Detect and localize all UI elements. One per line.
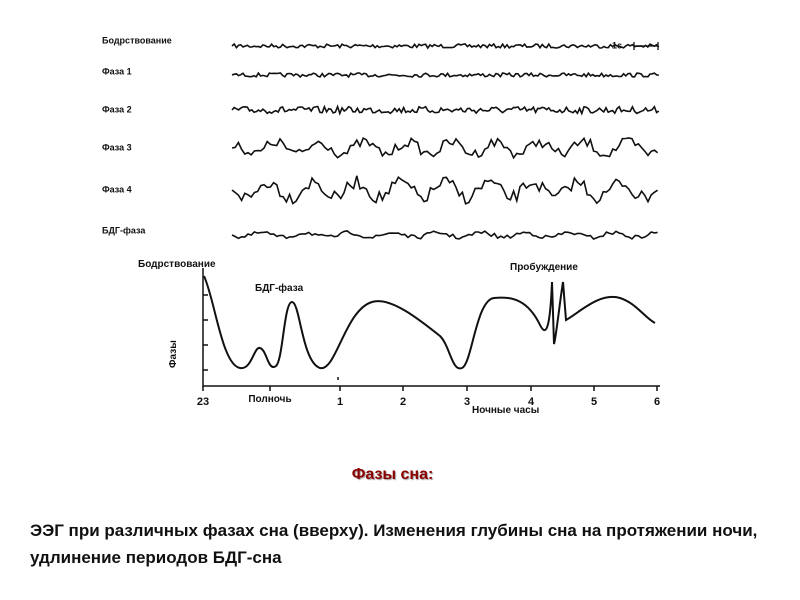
eeg-trace: [231, 71, 659, 79]
hypnogram-label: БДГ-фаза: [255, 282, 304, 294]
eeg-label: БДГ-фаза: [102, 225, 146, 235]
scale-label: 1с: [612, 40, 622, 50]
hypnogram-curve: [203, 275, 656, 370]
x-tick-label: 4: [528, 396, 535, 408]
eeg-trace: [231, 104, 660, 116]
hypnogram-axes: [202, 268, 660, 391]
x-tick-label: 3: [464, 396, 470, 408]
eeg-label: Фаза 1: [102, 66, 132, 76]
scale-bar: [633, 42, 659, 50]
x-axis-label: Ночные часы: [472, 405, 539, 416]
x-tick-label: 1: [337, 396, 343, 408]
x-tick-label: Полночь: [248, 394, 291, 405]
slide-title: Фазы сна:: [351, 466, 434, 483]
y-axis-label: Фазы: [168, 340, 179, 368]
eeg-label: Фаза 4: [102, 184, 132, 194]
eeg-trace: [231, 42, 660, 50]
x-tick-label: 23: [197, 396, 209, 408]
eeg-trace: [231, 175, 659, 205]
eeg-label: Фаза 2: [102, 104, 132, 114]
eeg-traces: [231, 42, 660, 240]
hypnogram-label: Пробуждение: [510, 261, 578, 273]
eeg-trace: [231, 136, 659, 160]
caption: ЭЭГ при различных фазах сна (вверху). Из…: [30, 521, 758, 567]
hypnogram-label: Бодрствование: [138, 259, 216, 270]
figure: Бодрствование Фаза 1 Фаза 2 Фаза 3 Фаза …: [102, 35, 660, 416]
x-tick-label: 6: [654, 396, 660, 408]
eeg-label: Фаза 3: [102, 142, 132, 152]
eeg-label: Бодрствование: [102, 35, 172, 45]
x-tick-label: 5: [591, 396, 597, 408]
eeg-trace: [231, 230, 658, 240]
x-tick-label: 2: [400, 396, 406, 408]
